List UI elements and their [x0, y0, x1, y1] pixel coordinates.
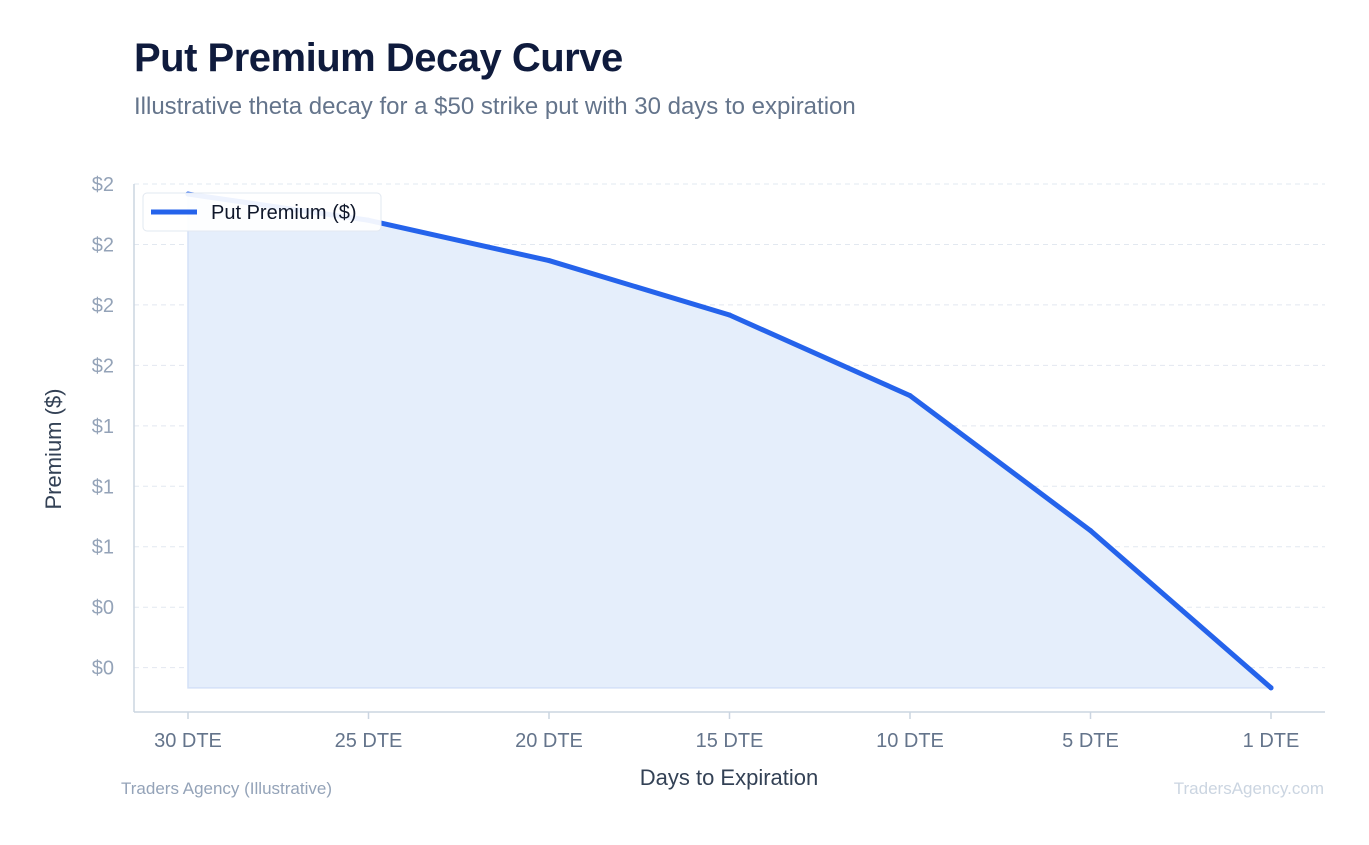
- y-tick-label: $1: [92, 476, 114, 498]
- source-note: Traders Agency (Illustrative): [121, 779, 332, 798]
- x-axis-label: Days to Expiration: [640, 765, 819, 790]
- data-point: [546, 258, 552, 264]
- y-tick-label: $2: [92, 174, 114, 196]
- watermark: TradersAgency.com: [1173, 779, 1324, 798]
- data-point: [907, 393, 913, 399]
- x-tick-label: 1 DTE: [1243, 730, 1300, 752]
- axes: [133, 184, 1325, 719]
- y-tick-label: $2: [92, 355, 114, 377]
- x-tick-label: 5 DTE: [1062, 730, 1119, 752]
- x-tick-label: 15 DTE: [696, 730, 764, 752]
- y-tick-label: $2: [92, 234, 114, 256]
- x-tick-label: 10 DTE: [876, 730, 944, 752]
- y-tick-label: $0: [92, 597, 114, 619]
- x-tick-label: 30 DTE: [154, 730, 222, 752]
- x-tick-label: 20 DTE: [515, 730, 583, 752]
- x-tick-label: 25 DTE: [335, 730, 403, 752]
- legend-label: Put Premium ($): [211, 202, 357, 224]
- y-tick-label: $1: [92, 416, 114, 438]
- y-tick-labels: $0 $0 $1 $1 $1 $2 $2 $2 $2: [92, 174, 114, 680]
- data-point: [1088, 528, 1093, 534]
- premium-area-edge: [187, 194, 1271, 689]
- y-tick-label: $1: [92, 537, 114, 559]
- y-tick-label: $2: [92, 295, 114, 317]
- x-tick-labels: 30 DTE 25 DTE 20 DTE 15 DTE 10 DTE 5 DTE 1 DTE: [154, 730, 1299, 752]
- legend: Put Premium ($): [142, 192, 382, 232]
- y-axis-label: Premium ($): [41, 388, 66, 509]
- y-tick-label: $0: [92, 658, 114, 680]
- data-point: [1268, 685, 1274, 691]
- chart-title: Put Premium Decay Curve: [134, 36, 623, 80]
- legend-box: [142, 192, 382, 232]
- data-point: [727, 312, 732, 318]
- premium-area-fill: [188, 194, 1271, 688]
- chart-subtitle: Illustrative theta decay for a $50 strik…: [134, 93, 856, 120]
